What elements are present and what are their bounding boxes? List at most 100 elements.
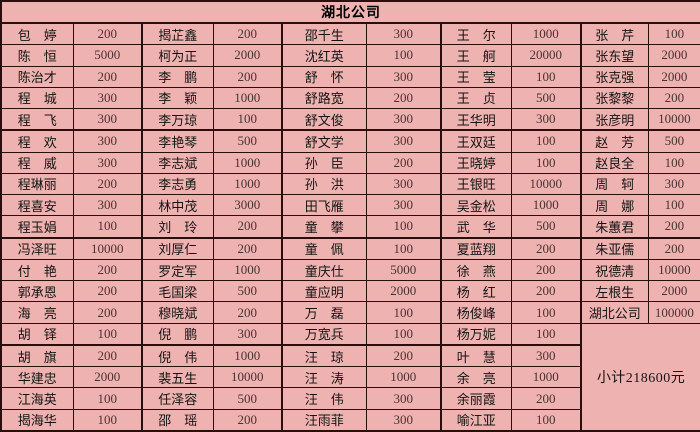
name-cell[interactable]: 王 莹 [440,65,512,88]
value-cell[interactable]: 300 [365,108,442,132]
name-cell[interactable]: 田飞雁 [281,194,367,217]
value-cell[interactable]: 100 [510,151,582,174]
name-cell[interactable]: 余 亮 [440,366,512,389]
name-cell[interactable]: 任泽容 [141,387,214,410]
name-cell[interactable]: 程 城 [0,86,74,110]
name-cell[interactable]: 张东望 [580,44,649,67]
name-cell[interactable]: 张彦明 [580,108,649,132]
name-cell[interactable]: 李 鹏 [141,65,214,88]
name-cell[interactable]: 湖北公司 [580,301,649,324]
value-cell[interactable]: 500 [212,280,283,303]
name-cell[interactable]: 邵千生 [281,22,367,46]
value-cell[interactable]: 1000 [212,151,283,174]
value-cell[interactable]: 5000 [365,258,442,282]
name-cell[interactable]: 童庆仕 [281,258,367,282]
name-cell[interactable]: 汪雨菲 [281,408,367,432]
value-cell[interactable]: 1000 [365,366,442,389]
name-cell[interactable]: 程 威 [0,151,74,174]
name-cell[interactable]: 李志勇 [141,172,214,196]
name-cell[interactable]: 王 贞 [440,86,512,110]
value-cell[interactable]: 300 [647,172,700,196]
name-cell[interactable]: 舒文学 [281,129,367,153]
name-cell[interactable]: 喻江亚 [440,408,512,432]
name-cell[interactable]: 舒 怀 [281,65,367,88]
value-cell[interactable]: 100 [365,301,442,324]
name-cell[interactable]: 童 佩 [281,237,367,260]
value-cell[interactable]: 200 [72,65,143,88]
value-cell[interactable]: 200 [212,237,283,260]
name-cell[interactable]: 叶 慧 [440,344,512,368]
value-cell[interactable]: 10000 [647,108,700,132]
value-cell[interactable]: 100 [72,387,143,410]
name-cell[interactable]: 倪 伟 [141,344,214,368]
name-cell[interactable]: 万 磊 [281,301,367,324]
name-cell[interactable]: 林中茂 [141,194,214,217]
name-cell[interactable]: 付 艳 [0,258,74,282]
value-cell[interactable]: 200 [647,86,700,110]
name-cell[interactable]: 祝德清 [580,258,649,282]
name-cell[interactable]: 王银旺 [440,172,512,196]
name-cell[interactable]: 王晓婷 [440,151,512,174]
value-cell[interactable]: 1000 [212,86,283,110]
value-cell[interactable]: 20000 [510,44,582,67]
name-cell[interactable]: 海 亮 [0,301,74,324]
name-cell[interactable]: 程琳丽 [0,172,74,196]
value-cell[interactable]: 300 [72,151,143,174]
value-cell[interactable]: 100 [510,129,582,153]
name-cell[interactable]: 童 攀 [281,215,367,239]
name-cell[interactable]: 王双廷 [440,129,512,153]
value-cell[interactable]: 1000 [212,258,283,282]
value-cell[interactable]: 10000 [72,237,143,260]
name-cell[interactable]: 邵 瑶 [141,408,214,432]
name-cell[interactable]: 胡 铎 [0,322,74,346]
value-cell[interactable]: 300 [72,194,143,217]
name-cell[interactable]: 柯为正 [141,44,214,67]
value-cell[interactable]: 200 [510,280,582,303]
name-cell[interactable]: 杨俊峰 [440,301,512,324]
name-cell[interactable]: 穆晓斌 [141,301,214,324]
name-cell[interactable]: 朱亚儒 [580,237,649,260]
value-cell[interactable]: 300 [365,387,442,410]
name-cell[interactable]: 徐 燕 [440,258,512,282]
name-cell[interactable]: 李艳琴 [141,129,214,153]
name-cell[interactable]: 童应明 [281,280,367,303]
value-cell[interactable]: 200 [72,344,143,368]
name-cell[interactable]: 江海英 [0,387,74,410]
value-cell[interactable]: 100 [647,151,700,174]
value-cell[interactable]: 500 [212,129,283,153]
value-cell[interactable]: 2000 [647,280,700,303]
value-cell[interactable]: 300 [365,65,442,88]
value-cell[interactable]: 200 [365,344,442,368]
value-cell[interactable]: 100 [510,408,582,432]
name-cell[interactable]: 汪 琼 [281,344,367,368]
name-cell[interactable]: 程喜安 [0,194,74,217]
value-cell[interactable]: 300 [365,172,442,196]
name-cell[interactable]: 揭海华 [0,408,74,432]
name-cell[interactable]: 裴五生 [141,366,214,389]
value-cell[interactable]: 200 [212,408,283,432]
value-cell[interactable]: 200 [212,215,283,239]
name-cell[interactable]: 李 颖 [141,86,214,110]
name-cell[interactable]: 陈 恒 [0,44,74,67]
value-cell[interactable]: 100 [365,215,442,239]
value-cell[interactable]: 200 [212,65,283,88]
name-cell[interactable]: 孙 洪 [281,172,367,196]
name-cell[interactable]: 包 婷 [0,22,74,46]
name-cell[interactable]: 郭承恩 [0,280,74,303]
name-cell[interactable]: 舒文俊 [281,108,367,132]
value-cell[interactable]: 300 [510,108,582,132]
name-cell[interactable]: 周 轲 [580,172,649,196]
value-cell[interactable]: 500 [647,129,700,153]
value-cell[interactable]: 200 [72,258,143,282]
value-cell[interactable]: 100000 [647,301,700,324]
name-cell[interactable]: 程 欢 [0,129,74,153]
value-cell[interactable]: 100 [72,322,143,346]
value-cell[interactable]: 100 [510,301,582,324]
name-cell[interactable]: 刘 玲 [141,215,214,239]
name-cell[interactable]: 张黎黎 [580,86,649,110]
value-cell[interactable]: 100 [365,44,442,67]
name-cell[interactable]: 杨万妮 [440,322,512,346]
name-cell[interactable]: 沈红英 [281,44,367,67]
value-cell[interactable]: 10000 [510,172,582,196]
value-cell[interactable]: 1000 [510,194,582,217]
